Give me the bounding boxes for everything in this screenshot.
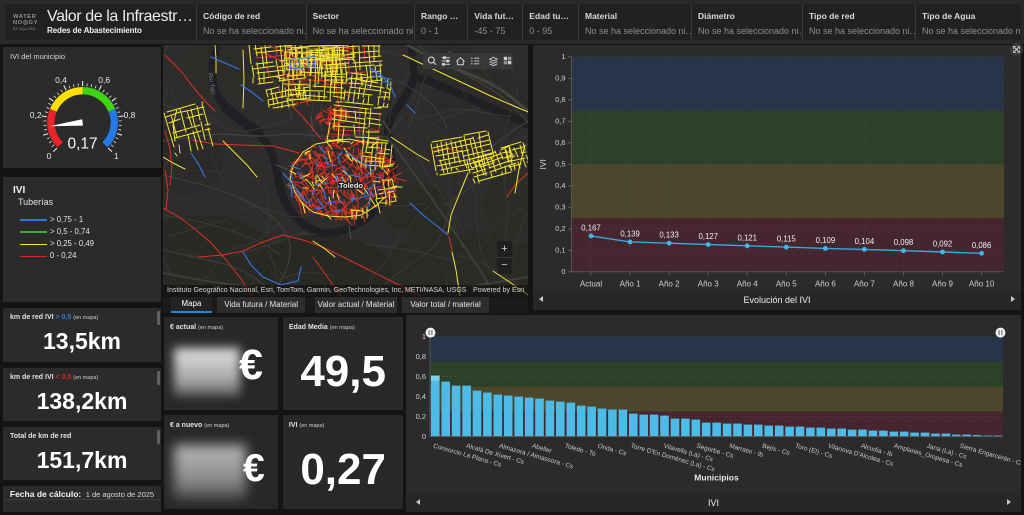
svg-text:Río Tajo: Río Tajo: [206, 73, 216, 96]
svg-text:0: 0: [422, 432, 426, 441]
svg-text:0,133: 0,133: [659, 231, 679, 240]
svg-text:0,121: 0,121: [737, 233, 757, 242]
svg-text:0,9: 0,9: [555, 74, 565, 83]
svg-text:Año 6: Año 6: [815, 279, 836, 288]
svg-text:0,6: 0,6: [555, 138, 565, 147]
svg-text:0,4: 0,4: [555, 181, 565, 190]
svg-text:Actual: Actual: [580, 279, 602, 288]
svg-text:0,139: 0,139: [620, 229, 640, 238]
svg-text:IVI: IVI: [538, 159, 548, 169]
svg-text:0,17: 0,17: [68, 135, 98, 152]
svg-text:Año 2: Año 2: [659, 279, 680, 288]
svg-text:Toledo - To: Toledo - To: [564, 443, 597, 459]
svg-text:0,3: 0,3: [555, 203, 565, 212]
svg-text:1: 1: [422, 332, 426, 341]
svg-text:Año 10: Año 10: [969, 279, 995, 288]
svg-text:1: 1: [114, 151, 119, 161]
svg-text:0,2: 0,2: [416, 412, 426, 421]
svg-text:0,092: 0,092: [933, 240, 953, 249]
svg-text:Año 5: Año 5: [776, 279, 797, 288]
svg-text:0,8: 0,8: [555, 95, 565, 104]
svg-text:Año 4: Año 4: [737, 279, 758, 288]
svg-text:Año 9: Año 9: [932, 279, 953, 288]
svg-text:0,6: 0,6: [98, 75, 110, 85]
svg-text:0,2: 0,2: [555, 224, 565, 233]
svg-text:0,115: 0,115: [777, 235, 797, 244]
svg-text:Año 7: Año 7: [854, 279, 875, 288]
svg-text:0,8: 0,8: [416, 352, 426, 361]
svg-text:Marratxi - Ib: Marratxi - Ib: [728, 443, 764, 459]
svg-text:0,4: 0,4: [55, 75, 67, 85]
svg-text:0,127: 0,127: [698, 232, 718, 241]
svg-text:0: 0: [561, 267, 565, 276]
svg-text:0,104: 0,104: [855, 237, 875, 246]
svg-text:Onda - Cs: Onda - Cs: [597, 443, 628, 458]
svg-text:0,8: 0,8: [124, 110, 136, 120]
svg-text:0: 0: [47, 151, 52, 161]
svg-text:0,4: 0,4: [416, 392, 426, 401]
svg-text:1: 1: [561, 52, 565, 61]
svg-text:0,086: 0,086: [972, 241, 992, 250]
svg-text:Año 8: Año 8: [893, 279, 914, 288]
svg-text:0,7: 0,7: [555, 117, 565, 126]
svg-text:Toledo: Toledo: [339, 181, 363, 190]
svg-text:0,2: 0,2: [30, 110, 42, 120]
svg-text:Municipios: Municipios: [694, 473, 739, 483]
svg-text:Año 1: Año 1: [620, 279, 641, 288]
svg-text:0,167: 0,167: [581, 223, 601, 232]
svg-text:0,1: 0,1: [555, 246, 565, 255]
svg-text:Bejís - Cs: Bejís - Cs: [761, 443, 791, 458]
svg-text:0,098: 0,098: [894, 238, 914, 247]
svg-text:Sierra Engarcerán - Cs: Sierra Engarcerán - Cs: [959, 443, 1021, 468]
svg-text:0,5: 0,5: [555, 160, 565, 169]
svg-text:Año 3: Año 3: [698, 279, 719, 288]
svg-text:0,109: 0,109: [816, 236, 836, 245]
svg-text:0,6: 0,6: [416, 372, 426, 381]
